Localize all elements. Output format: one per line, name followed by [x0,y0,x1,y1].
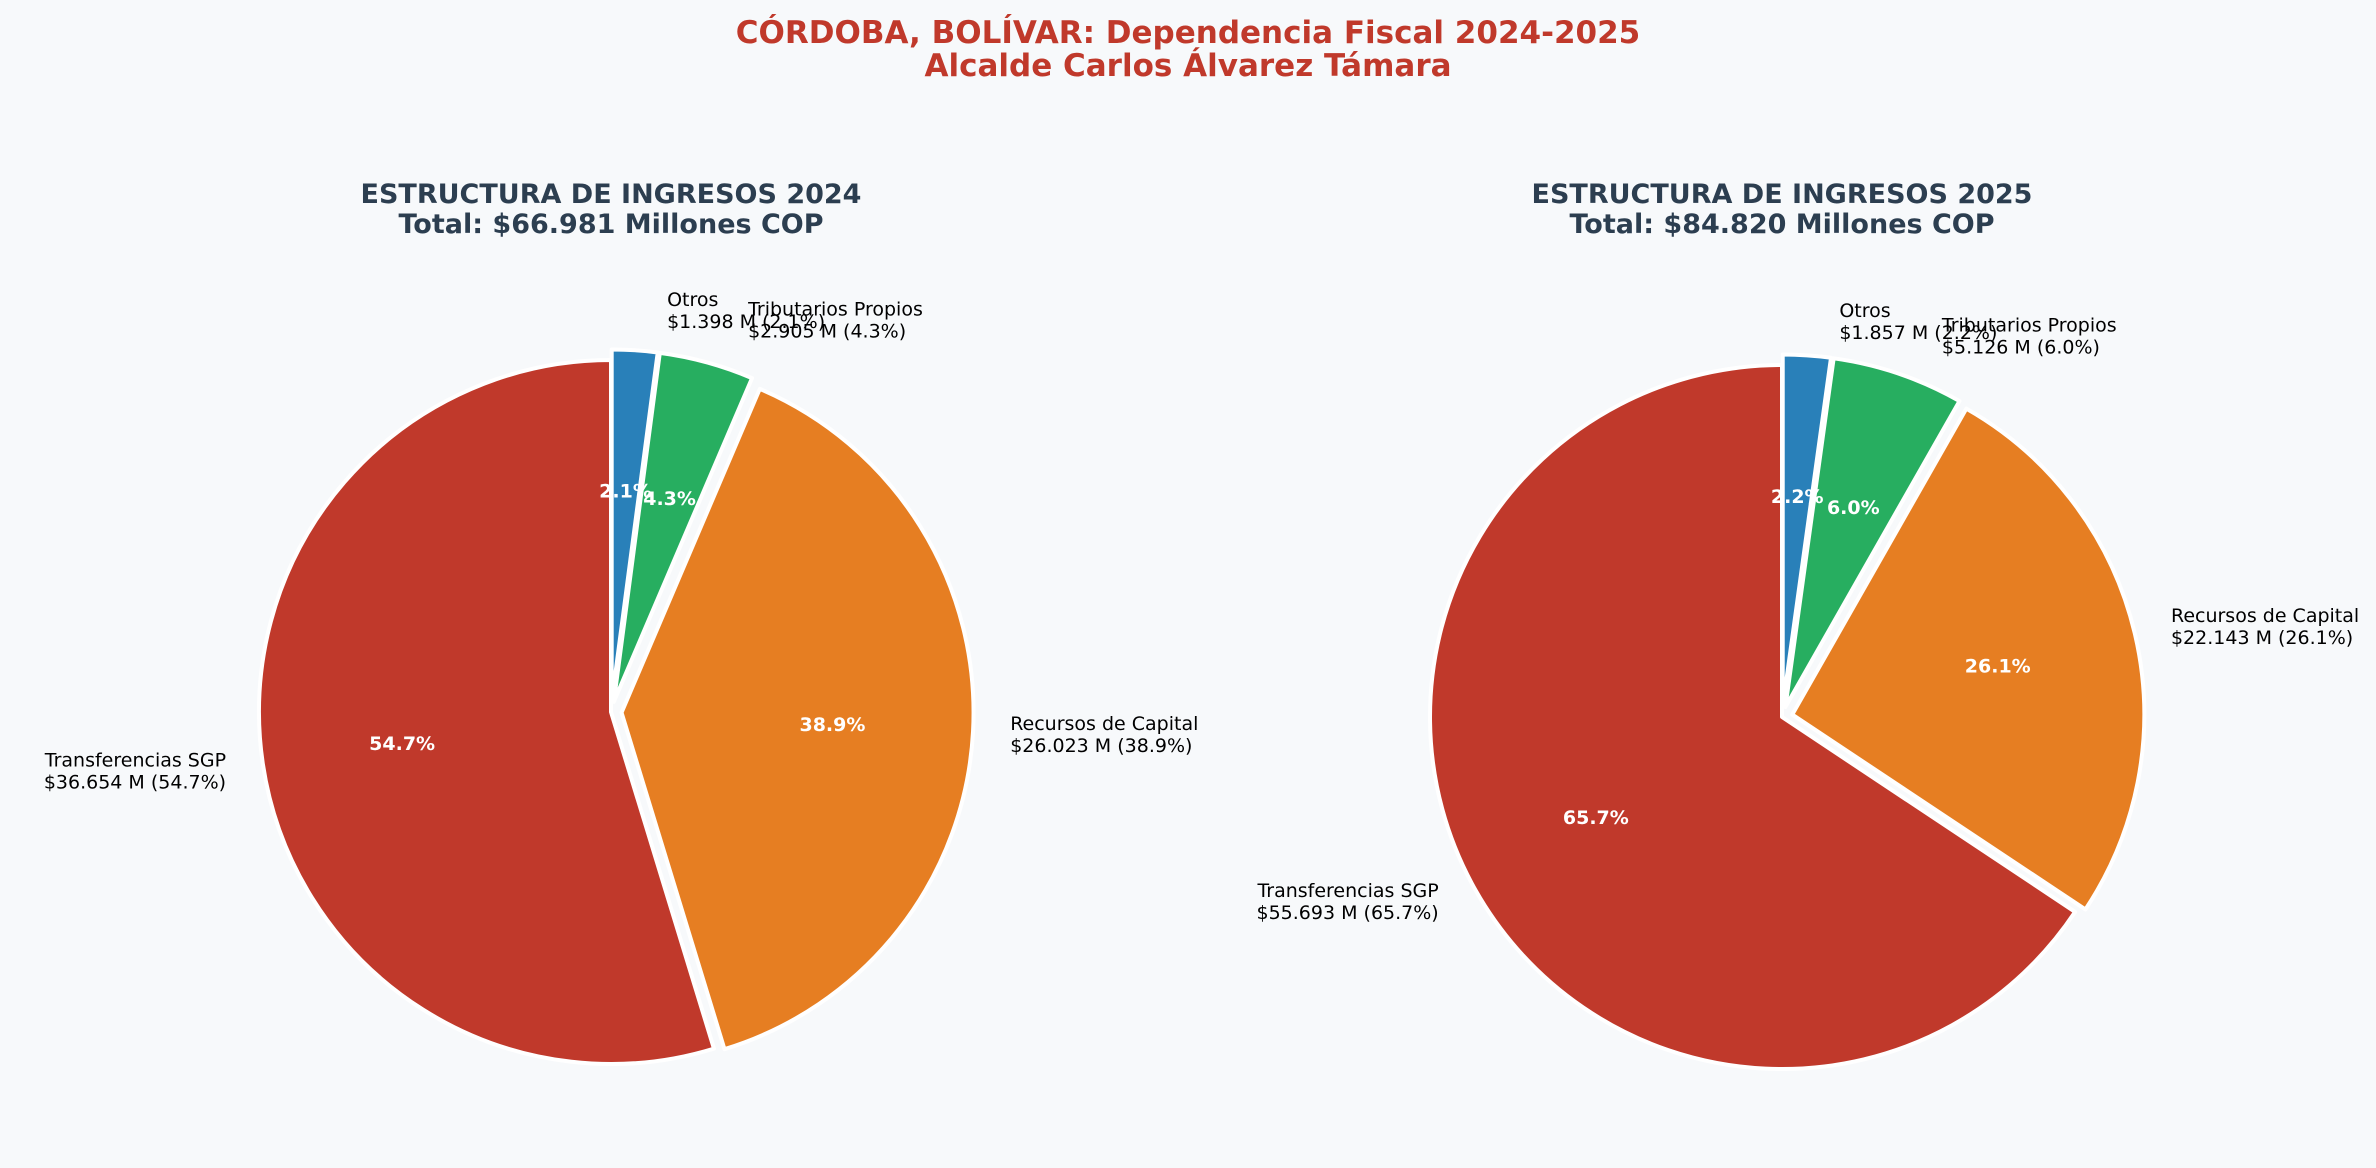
pct-label-otros: 2.2% [1771,486,1824,508]
pct-label-recursos-de-capital: 26.1% [1965,656,2031,678]
pie-slice-otros [1780,352,1833,709]
pie-slice-transferencias-sgp [257,358,716,1066]
outer-label-transferencias-sgp: Transferencias SGP $36.654 M (54.7%) [44,749,226,793]
pie-slice-tributarios-propios [1783,356,1962,710]
outer-label-tributarios-propios: Tributarios Propios $5.126 M (6.0%) [1941,314,2117,358]
pie-title-line1: ESTRUCTURA DE INGRESOS 2025 [1532,179,2033,210]
figure-title-line2: Alcalde Carlos Álvarez Támara [924,48,1451,84]
outer-label-recursos-de-capital: Recursos de Capital $22.143 M (26.1%) [2171,605,2359,649]
pie-slice-transferencias-sgp [1428,363,2078,1071]
pie-title-line2: Total: $66.981 Millones COP [398,209,823,240]
pct-label-recursos-de-capital: 38.9% [799,714,865,736]
pie-slice-recursos-de-capital [1790,406,2147,912]
outer-label-transferencias-sgp: Transferencias SGP $55.693 M (65.7%) [1256,880,1438,924]
outer-label-recursos-de-capital: Recursos de Capital $26.023 M (38.9%) [1010,713,1198,757]
pie-chart-2025: ESTRUCTURA DE INGRESOS 2025 Total: $84.8… [1256,179,2359,1071]
pct-label-otros: 2.1% [599,481,652,503]
figure-title-line1: CÓRDOBA, BOLÍVAR: Dependencia Fiscal 202… [736,14,1640,51]
outer-label-otros: Otros $1.398 M (2.1%) [667,289,825,333]
pie-title-line2: Total: $84.820 Millones COP [1569,209,1994,240]
pct-label-tributarios-propios: 6.0% [1827,497,1880,519]
outer-label-otros: Otros $1.857 M (2.2%) [1839,300,1997,344]
pie-slice-otros [609,347,660,704]
pie-slice-tributarios-propios [611,350,755,704]
pct-label-transferencias-sgp: 65.7% [1563,807,1629,829]
pie-chart-2024: ESTRUCTURA DE INGRESOS 2024 Total: $66.9… [44,179,1198,1066]
pct-label-transferencias-sgp: 54.7% [369,733,435,755]
pct-label-tributarios-propios: 4.3% [643,488,696,510]
pie-title-line1: ESTRUCTURA DE INGRESOS 2024 [361,179,862,210]
pie-slice-recursos-de-capital [619,386,976,1052]
outer-label-tributarios-propios: Tributarios Propios $2.905 M (4.3%) [747,298,923,342]
